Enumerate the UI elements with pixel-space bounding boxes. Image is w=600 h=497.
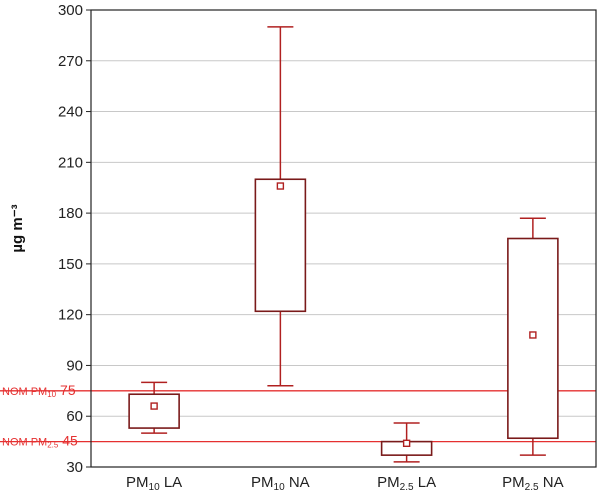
x-category-label: PM2.5 LA [377, 474, 436, 493]
box-rect [254, 178, 307, 313]
grid-lines [91, 60, 596, 417]
mean-marker [276, 182, 285, 190]
y-tick-label: 120 [58, 307, 83, 324]
mean-marker [402, 439, 411, 448]
y-tick-label: 30 [66, 459, 83, 476]
x-axis-labels: PM10 LA PM10 NA PM2.5 LA PM2.5 NA [126, 474, 564, 493]
y-tick-label: 210 [58, 154, 83, 171]
box-rect [128, 393, 180, 429]
box-group [128, 381, 180, 434]
mean-marker [150, 402, 158, 410]
mean-marker [529, 331, 537, 339]
x-category-label: PM2.5 NA [502, 474, 563, 493]
y-tick-label: 150 [58, 256, 83, 273]
box-group [507, 217, 559, 456]
box-group [380, 422, 433, 463]
y-axis-label: µg m⁻³ [9, 204, 26, 252]
plot-frame [90, 9, 597, 468]
x-category-label: PM10 LA [126, 474, 182, 493]
y-tick-label: 60 [66, 408, 83, 425]
reference-line-label: NOM PM10 75 [2, 382, 76, 399]
y-tick-label: 180 [58, 205, 83, 222]
x-category-label: PM10 NA [251, 474, 310, 493]
y-axis-ticks: 30 60 90 120 150 180 210 240 270 300 [58, 2, 91, 476]
box-group [254, 26, 307, 387]
y-tick-label: 300 [58, 2, 83, 19]
y-tick-label: 270 [58, 53, 83, 70]
y-tick-label: 240 [58, 104, 83, 121]
reference-lines: NOM PM10 75 NOM PM2.5 45 [0, 382, 596, 450]
boxes [128, 26, 559, 463]
reference-line-label: NOM PM2.5 45 [2, 433, 78, 450]
y-tick-label: 90 [66, 357, 83, 374]
